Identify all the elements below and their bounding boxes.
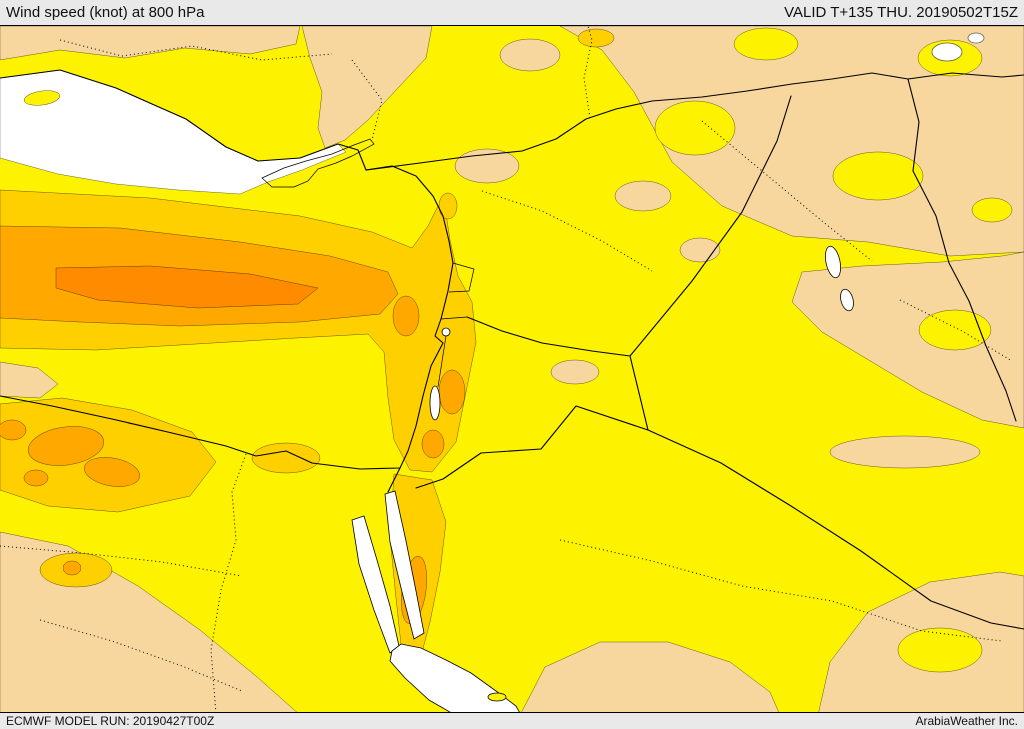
contour-fill-orange	[0, 419, 27, 441]
contour-fill-yellow	[918, 309, 992, 351]
model-run-label: ECMWF MODEL RUN: 20190427T00Z	[6, 714, 215, 728]
contour-fill-orange	[392, 295, 420, 337]
contour-fill-gold	[438, 192, 458, 220]
valid-time-label: VALID T+135 THU. 20190502T15Z	[784, 4, 1018, 21]
yellow-pockets	[654, 27, 1013, 673]
contour-fill-white-spot	[967, 32, 985, 44]
mediterranean-coastline	[0, 69, 454, 470]
contour-fill-yellow	[733, 27, 799, 61]
lakes	[824, 245, 854, 312]
contour-fill-tan	[829, 435, 981, 469]
country-borders	[365, 72, 1024, 630]
cyprus-island	[261, 138, 375, 188]
red-sea-island	[487, 692, 507, 702]
contour-fill-orange	[28, 426, 104, 466]
contour-fill-tan	[0, 26, 301, 61]
red-sea-water	[351, 490, 520, 712]
lake-habbaniyah	[840, 288, 854, 312]
contour-fill-yellow-islet	[23, 90, 61, 106]
border-syria-jordan	[466, 316, 631, 357]
gulf-of-aqaba	[384, 490, 425, 640]
contour-fill-gold	[251, 442, 321, 474]
contour-fill-white-spot	[931, 42, 963, 62]
sea-of-galilee	[441, 327, 451, 337]
contour-fill-yellow	[971, 197, 1013, 223]
contour-fill-gold	[0, 397, 217, 513]
map-area	[0, 25, 1024, 713]
dotted-boundary-euphrates	[481, 190, 653, 272]
levant-lakes	[429, 327, 451, 421]
contour-fill-deep-orange-core	[55, 265, 319, 309]
contour-fill-tan	[559, 26, 1024, 257]
contour-fill-tan	[301, 26, 433, 149]
contour-fill-gold	[577, 28, 615, 48]
border-egypt-israel	[387, 467, 401, 493]
contour-fill-tan	[521, 641, 779, 712]
border-turkey-syria	[365, 72, 1024, 171]
wind-speed-contour-map	[0, 26, 1024, 712]
dotted-boundary-tigris	[701, 120, 873, 262]
map-title: Wind speed (knot) at 800 hPa	[6, 4, 205, 21]
border-iraq-saudi	[647, 429, 1024, 630]
calm-white-regions	[0, 32, 985, 195]
contour-fill-orange	[23, 469, 49, 487]
contour-fill-orange	[62, 560, 82, 576]
dead-sea	[429, 385, 441, 421]
dotted-boundaries	[0, 26, 1013, 712]
contour-fill-tan	[614, 180, 672, 212]
coastlines	[0, 69, 454, 470]
contour-fill-tan	[454, 148, 520, 184]
dotted-boundary-turkey-south	[351, 59, 383, 141]
contour-fill-tan	[0, 361, 59, 399]
dotted-boundary-iraq-east	[899, 299, 1013, 362]
border-golan	[440, 316, 468, 320]
lake-tharthar	[824, 245, 842, 279]
border-syria-iraq	[629, 95, 792, 357]
border-jordan-iraq	[629, 355, 649, 431]
footer-bar: ECMWF MODEL RUN: 20190427T00Z ArabiaWeat…	[0, 713, 1024, 729]
dotted-boundary-turkey-north	[583, 26, 593, 119]
contour-fill-orange	[438, 369, 466, 415]
dotted-boundary-nile	[210, 453, 247, 712]
border-iraq-iran	[907, 78, 1017, 422]
contour-fill-yellow	[654, 100, 736, 156]
jordan-river	[437, 335, 447, 388]
contour-fill-tan	[499, 38, 561, 72]
contour-fill-yellow	[832, 151, 924, 201]
contour-fill-tan	[550, 359, 600, 385]
border-lebanon	[448, 262, 475, 293]
brand-label: ArabiaWeather Inc.	[915, 714, 1019, 728]
contour-fill-orange	[421, 429, 445, 459]
border-jordan-saudi	[415, 405, 649, 489]
tan-fill-regions	[0, 26, 1024, 712]
contour-fill-yellow	[897, 627, 983, 673]
red-sea	[389, 643, 520, 712]
header-bar: Wind speed (knot) at 800 hPa VALID T+135…	[0, 0, 1024, 25]
contour-fill-orange	[84, 457, 140, 487]
dotted-boundary-egypt-south	[39, 619, 243, 692]
